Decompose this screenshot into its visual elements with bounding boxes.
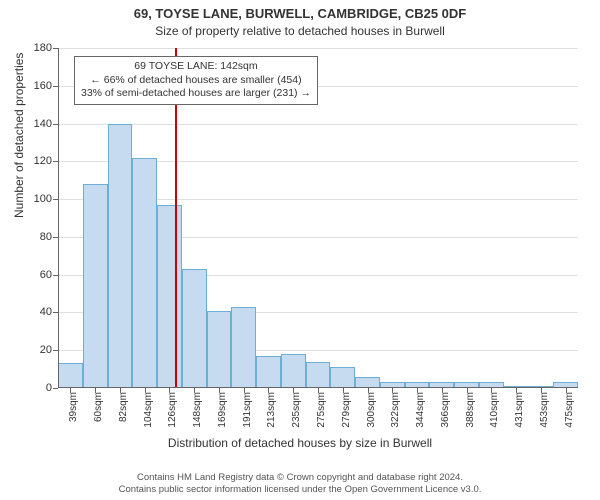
footer-attribution: Contains HM Land Registry data © Crown c… [0,472,600,496]
footer-line-2: Contains public sector information licen… [0,484,600,496]
y-axis-label: Number of detached properties [12,53,26,218]
plot-area: 020406080100120140160180 39sqm60sqm82sqm… [58,48,578,388]
x-tick-label: 213sqm [266,392,277,428]
x-tick-label: 366sqm [440,392,451,428]
x-tick-label: 104sqm [143,392,154,428]
x-tick-label: 300sqm [366,392,377,428]
x-tick-label: 169sqm [217,392,228,428]
y-tick-label: 0 [46,382,58,394]
y-tick-label: 140 [34,118,58,130]
x-tick-label: 126sqm [167,392,178,428]
x-tick-label: 322sqm [390,392,401,428]
x-tick-label: 82sqm [118,392,129,422]
x-tick-label: 410sqm [489,392,500,428]
y-tick-label: 160 [34,80,58,92]
y-tick-label: 40 [40,306,58,318]
annotation-line-1: 69 TOYSE LANE: 142sqm [81,60,311,74]
x-tick-label: 279sqm [341,392,352,428]
chart-container: 69, TOYSE LANE, BURWELL, CAMBRIDGE, CB25… [0,0,600,500]
x-tick-label: 475sqm [564,392,575,428]
y-tick-label: 180 [34,42,58,54]
y-tick-label: 80 [40,231,58,243]
x-tick-label: 431sqm [514,392,525,428]
x-tick-label: 235sqm [291,392,302,428]
annotation-box: 69 TOYSE LANE: 142sqm ← 66% of detached … [74,56,318,105]
y-tick-label: 100 [34,193,58,205]
x-tick-label: 453sqm [539,392,550,428]
y-tick-label: 60 [40,269,58,281]
x-tick-label: 148sqm [192,392,203,428]
footer-line-1: Contains HM Land Registry data © Crown c… [0,472,600,484]
y-tick-label: 120 [34,155,58,167]
chart-title-main: 69, TOYSE LANE, BURWELL, CAMBRIDGE, CB25… [0,6,600,21]
chart-title-sub: Size of property relative to detached ho… [0,24,600,38]
x-tick-label: 191sqm [242,392,253,428]
x-tick-label: 39sqm [68,392,79,422]
x-tick-label: 388sqm [465,392,476,428]
y-tick-label: 20 [40,344,58,356]
x-tick-label: 60sqm [93,392,104,422]
annotation-line-3: 33% of semi-detached houses are larger (… [81,87,311,101]
x-tick-label: 275sqm [316,392,327,428]
x-axis-label: Distribution of detached houses by size … [0,436,600,450]
x-tick-label: 344sqm [415,392,426,428]
annotation-line-2: ← 66% of detached houses are smaller (45… [81,74,311,88]
